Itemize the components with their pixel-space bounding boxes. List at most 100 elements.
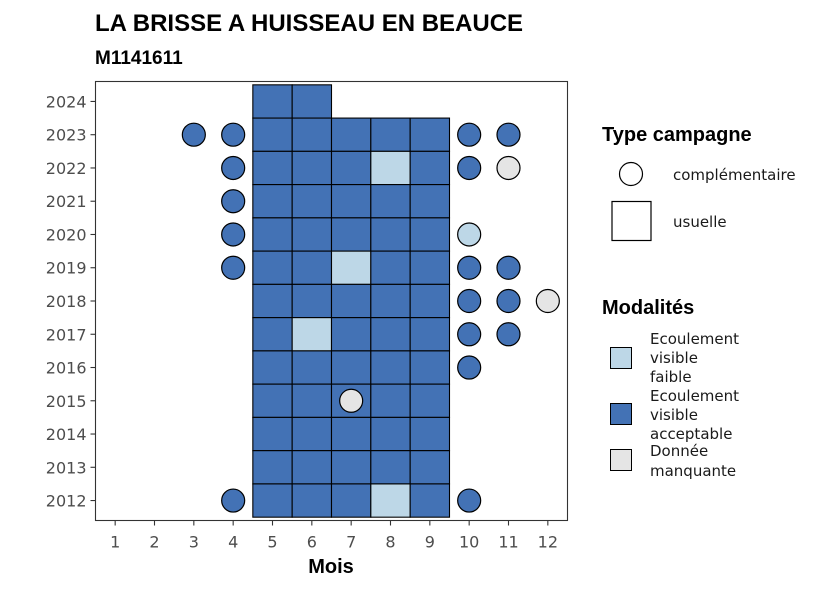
- legend-manquante-swatch: [610, 449, 632, 471]
- plot-area: [94, 80, 569, 522]
- tile-2020-8: [370, 217, 411, 252]
- tile-2023-8: [370, 117, 411, 152]
- tile-2013-5: [252, 450, 293, 485]
- tile-2021-8: [370, 184, 411, 219]
- tile-2018-6: [291, 283, 333, 319]
- legend-manquante-line-1: Donnée: [650, 442, 708, 460]
- point-2019-11: [496, 255, 521, 280]
- y-tick-label-2013: 2013: [46, 458, 87, 477]
- y-axis: 2012 2013 2014 2015 2016 2017 2018 2019 2020 2021…: [46, 92, 96, 511]
- tile-2018-7: [330, 283, 372, 319]
- tile-2014-7: [330, 416, 372, 452]
- point-2018-11: [496, 288, 521, 314]
- x-tick-label-11: 11: [498, 533, 518, 552]
- point-2012-10: [457, 488, 482, 513]
- tile-2014-9: [409, 416, 451, 452]
- tile-2020-6: [291, 217, 333, 252]
- tile-2018-5: [252, 283, 293, 319]
- tile-2015-8: [370, 383, 411, 418]
- tile-2012-6: [291, 483, 333, 518]
- tile-2017-9: [409, 317, 451, 352]
- legend-faible-line-2: visible: [650, 349, 698, 367]
- tile-2014-5: [252, 416, 293, 452]
- tile-2012-7: [330, 483, 372, 518]
- legend-square-symbol: [611, 200, 652, 242]
- legend-acceptable-line-1: Ecoulement: [650, 387, 739, 405]
- tile-2021-5: [252, 184, 293, 219]
- point-2020-4: [221, 222, 246, 247]
- x-tick-label-8: 8: [385, 533, 395, 552]
- tile-2024-6: [291, 84, 333, 119]
- point-2022-11: [496, 155, 521, 181]
- tile-2013-6: [291, 450, 333, 485]
- legend-type-campagne: Type campagne complémentaire usuelle: [602, 124, 796, 242]
- tile-2020-9: [409, 217, 451, 252]
- point-2023-10: [457, 122, 482, 147]
- tile-2021-7: [330, 184, 372, 219]
- legend-faible-line-1: Ecoulement: [650, 330, 739, 348]
- tile-2012-9: [409, 483, 451, 518]
- usuelle-tiles: [252, 84, 451, 518]
- y-tick-label-2019: 2019: [46, 259, 87, 278]
- tile-2023-9: [409, 117, 451, 152]
- x-tick-label-1: 1: [110, 533, 120, 552]
- tile-2019-7: [330, 250, 372, 285]
- tile-2023-6: [291, 117, 333, 152]
- x-tick-label-5: 5: [267, 533, 277, 552]
- tile-2019-6: [291, 250, 333, 285]
- complementaire-points: [181, 122, 560, 513]
- tile-2016-6: [291, 350, 333, 385]
- y-tick-label-2024: 2024: [46, 92, 87, 111]
- x-tick-label-12: 12: [538, 533, 558, 552]
- tile-2016-8: [370, 350, 411, 385]
- x-tick-label-3: 3: [189, 533, 199, 552]
- tile-2014-6: [291, 416, 333, 452]
- legend-faible-swatch: [610, 347, 632, 369]
- point-2018-10: [457, 288, 482, 314]
- legend-usuelle-label: usuelle: [673, 213, 727, 231]
- point-2016-10: [457, 355, 482, 380]
- legend-acceptable-line-3: acceptable: [650, 425, 732, 443]
- y-tick-label-2015: 2015: [46, 392, 87, 411]
- tile-2023-7: [330, 117, 372, 152]
- chart-subtitle: M1141611: [95, 48, 183, 69]
- tile-2022-7: [330, 150, 372, 186]
- point-2018-12: [535, 288, 560, 314]
- tile-2022-6: [291, 150, 333, 186]
- tile-2020-5: [252, 217, 293, 252]
- x-tick-label-7: 7: [346, 533, 356, 552]
- tile-2015-9: [409, 383, 451, 418]
- legend-modalites-title: Modalités: [602, 297, 694, 319]
- tile-2013-9: [409, 450, 451, 485]
- tile-2020-7: [330, 217, 372, 252]
- tile-2016-7: [330, 350, 372, 385]
- tile-2016-9: [409, 350, 451, 385]
- x-tick-label-4: 4: [228, 533, 238, 552]
- tile-2023-5: [252, 117, 293, 152]
- tile-2015-5: [252, 383, 293, 418]
- tile-2019-9: [409, 250, 451, 285]
- point-2017-11: [496, 322, 521, 347]
- legend-circle-symbol: [618, 161, 644, 187]
- tile-2019-8: [370, 250, 411, 285]
- tile-2012-8: [370, 483, 411, 518]
- x-tick-label-9: 9: [425, 533, 435, 552]
- tile-2015-6: [291, 383, 333, 418]
- chart-title: LA BRISSE A HUISSEAU EN BEAUCE: [95, 10, 523, 37]
- point-2015-7: [339, 388, 364, 413]
- point-2019-4: [221, 255, 246, 280]
- point-2022-4: [221, 155, 246, 181]
- tile-2021-6: [291, 184, 333, 219]
- y-tick-label-2020: 2020: [46, 225, 87, 244]
- tile-2018-8: [370, 283, 411, 319]
- legend-faible-line-3: faible: [650, 368, 692, 386]
- tile-2018-9: [409, 283, 451, 319]
- tile-2022-9: [409, 150, 451, 186]
- point-2022-10: [457, 155, 482, 181]
- tile-2013-7: [330, 450, 372, 485]
- y-tick-label-2021: 2021: [46, 192, 87, 211]
- x-tick-label-6: 6: [307, 533, 317, 552]
- tile-2019-5: [252, 250, 293, 285]
- y-tick-label-2017: 2017: [46, 325, 87, 344]
